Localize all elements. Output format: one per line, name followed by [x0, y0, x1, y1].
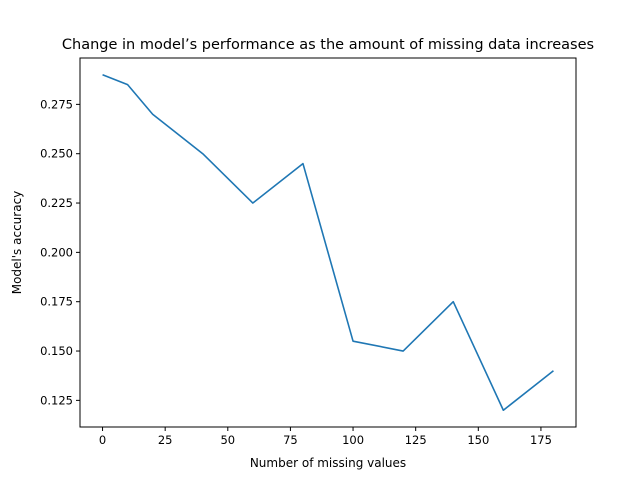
x-axis-label: Number of missing values [250, 456, 406, 470]
y-tick-label: 0.175 [40, 295, 73, 309]
chart-title: Change in model’s performance as the amo… [62, 37, 594, 53]
x-axis: 0 25 50 75 100 125 150 175 [99, 427, 552, 447]
y-tick-label: 0.150 [40, 344, 73, 358]
y-tick-label: 0.200 [40, 245, 73, 259]
x-tick-label: 50 [220, 433, 235, 447]
y-tick-label: 0.225 [40, 196, 73, 210]
axes-frame [79, 57, 577, 428]
y-axis-label: Model's accuracy [10, 191, 24, 295]
y-axis: 0.125 0.150 0.175 0.200 0.225 0.250 0.275 [40, 97, 80, 407]
x-tick-label: 75 [283, 433, 298, 447]
x-tick-label: 25 [158, 433, 173, 447]
y-tick-label: 0.250 [40, 147, 73, 161]
plot-area [102, 74, 554, 412]
y-tick-label: 0.125 [40, 393, 73, 407]
x-tick-label: 100 [342, 433, 364, 447]
x-tick-label: 175 [530, 433, 552, 447]
x-tick-label: 0 [99, 433, 106, 447]
series-line [102, 74, 554, 412]
x-tick-label: 150 [467, 433, 489, 447]
x-tick-label: 125 [405, 433, 427, 447]
y-tick-label: 0.275 [40, 97, 73, 111]
